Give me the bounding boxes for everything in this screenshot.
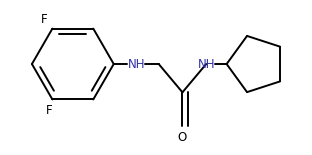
Text: F: F — [41, 13, 48, 26]
Text: NH: NH — [128, 58, 145, 71]
Text: F: F — [46, 104, 53, 117]
Text: NH: NH — [197, 58, 215, 71]
Text: O: O — [178, 131, 187, 144]
